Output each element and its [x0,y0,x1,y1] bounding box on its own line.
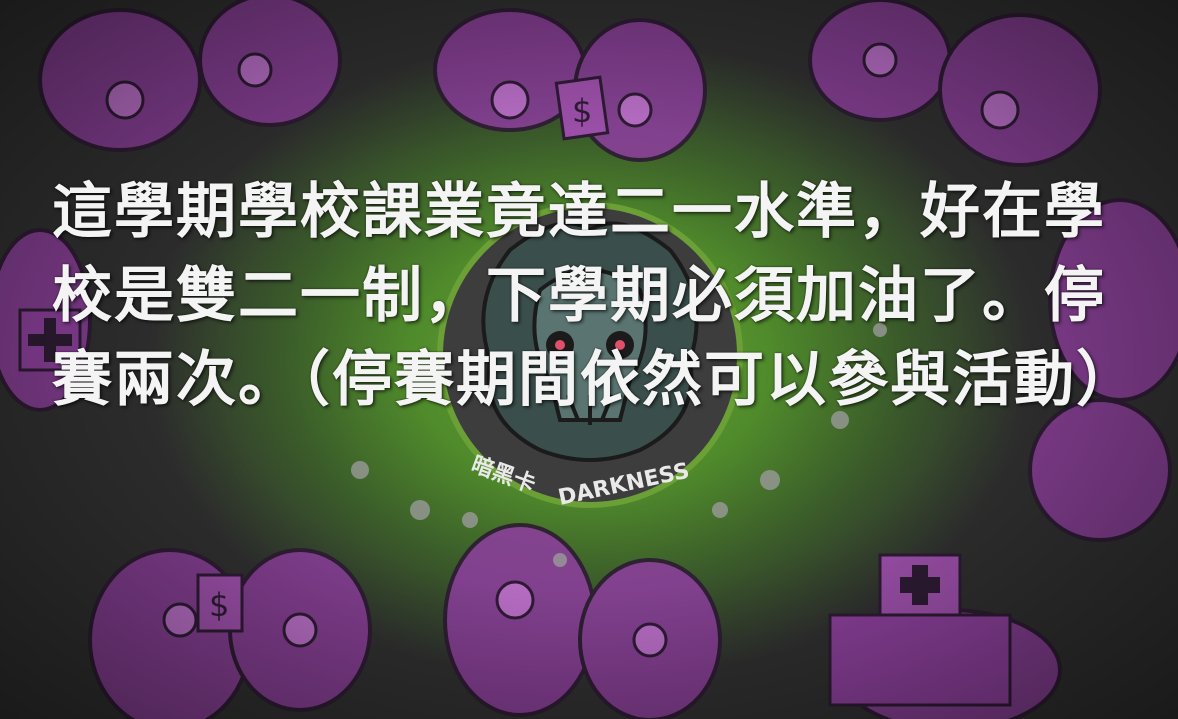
skull-monster-icon [532,268,648,422]
character-right-2 [1028,398,1172,542]
character-top-right-2 [938,13,1102,167]
svg-text:$: $ [209,586,229,624]
character-top-left [38,8,202,152]
medical-cross-icon [18,308,1012,707]
character-right [1048,198,1178,402]
dollar-sign-icon: $ $ [196,75,610,633]
darkness-badge [437,202,743,508]
svg-text:$: $ [572,92,592,130]
card-message: 這學期學校課業竟達二一水準，好在學校是雙二一制，下學期必須加油了。停賽兩次。（停… [52,177,1138,415]
